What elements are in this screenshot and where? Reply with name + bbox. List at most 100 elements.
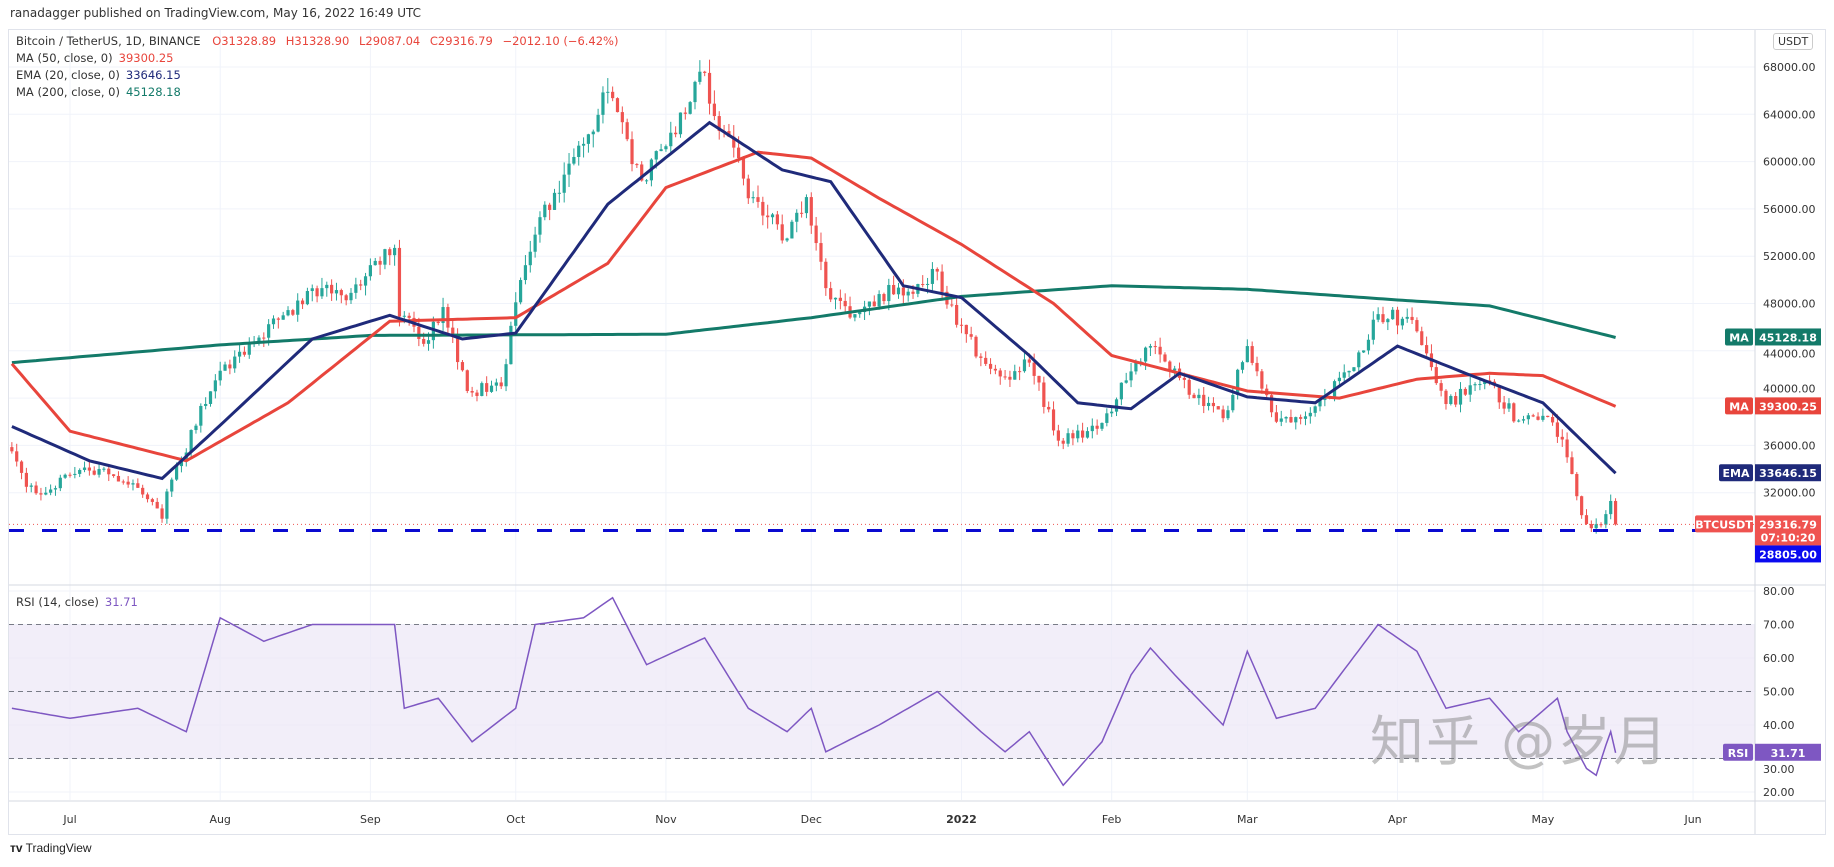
candle-body <box>1095 425 1099 429</box>
candle <box>68 472 72 478</box>
ma200-badge-tag-bg <box>1725 328 1753 346</box>
candle-body <box>1032 362 1036 376</box>
candle <box>218 361 222 386</box>
candle <box>693 80 697 110</box>
publisher-line: ranadagger published on TradingView.com,… <box>10 6 422 20</box>
candle-body <box>1376 314 1380 320</box>
candle-body <box>683 112 687 114</box>
candle-body <box>1255 362 1259 372</box>
rsi-tick-label: 40.00 <box>1763 719 1795 732</box>
candle <box>761 196 765 226</box>
candle-body <box>296 300 300 315</box>
candle <box>1458 382 1463 413</box>
ohlc-open: O31328.89 <box>212 34 277 48</box>
candle-body <box>1313 406 1317 413</box>
candle-body <box>92 470 96 475</box>
candle <box>1168 360 1172 378</box>
time-tick-label: May <box>1532 813 1555 826</box>
ma200-badge-tag: MA <box>1729 331 1749 344</box>
ohlc-high: H31328.90 <box>285 34 350 48</box>
candle-body <box>1231 394 1235 411</box>
candle <box>339 288 343 304</box>
currency-button[interactable]: USDT <box>1773 33 1814 50</box>
candle <box>819 232 823 271</box>
candle-body <box>1555 422 1560 437</box>
candle <box>286 306 290 317</box>
candle <box>378 256 382 275</box>
candle-body <box>44 492 48 495</box>
price-badges: MA 45128.18 MA 39300.25 EMA 33646.15 BTCUSDT 29… <box>1695 328 1821 761</box>
ema20-legend[interactable]: EMA (20, close, 0) 33646.15 <box>16 68 181 82</box>
rsi-legend[interactable]: RSI (14, close) 31.71 <box>16 595 138 609</box>
candle <box>998 368 1002 385</box>
ma50-badge-value-bg <box>1755 397 1821 415</box>
candle-body <box>422 338 426 344</box>
candle <box>407 312 411 326</box>
candle-body <box>892 284 896 295</box>
candle-body <box>1100 422 1104 429</box>
candle-body <box>925 283 930 285</box>
candle-body <box>1226 410 1230 419</box>
candle-body <box>1405 316 1409 319</box>
candle <box>988 358 993 375</box>
last-price-bg <box>1755 515 1821 546</box>
candle <box>649 158 653 187</box>
candle <box>955 296 959 328</box>
candle-body <box>10 447 14 452</box>
candle-body <box>1512 403 1516 422</box>
candle <box>470 386 474 397</box>
candle-body <box>1056 430 1060 441</box>
candle <box>717 111 721 140</box>
candle <box>853 314 857 322</box>
candle <box>165 488 169 524</box>
candle-body <box>1410 316 1414 321</box>
candle-body <box>853 314 857 318</box>
candle <box>320 277 324 299</box>
candle <box>678 112 683 138</box>
ma50-legend[interactable]: MA (50, close, 0) 39300.25 <box>16 51 174 65</box>
candle-body <box>887 284 891 302</box>
time-tick-label: Apr <box>1388 813 1408 826</box>
candle-body <box>1003 376 1007 378</box>
candle <box>586 133 591 153</box>
candle-body <box>150 499 154 502</box>
candle-body <box>107 468 111 475</box>
candle <box>1366 334 1371 355</box>
tradingview-logo[interactable]: ᴛv TradingView <box>10 841 92 855</box>
candle <box>1187 374 1191 399</box>
ma50-label: MA (50, close, 0) <box>16 51 113 65</box>
ma50-line <box>10 150 1617 463</box>
candle-body <box>557 192 561 194</box>
candle-body <box>1076 430 1080 439</box>
candle-body <box>644 180 649 182</box>
candle <box>204 397 208 410</box>
rsi-tick-label: 60.00 <box>1763 652 1795 665</box>
candle <box>1240 360 1245 374</box>
candle-body <box>228 364 232 369</box>
candle-body <box>775 214 779 225</box>
ma200-legend[interactable]: MA (200, close, 0) 45128.18 <box>16 85 181 99</box>
ma200-value: 45128.18 <box>125 85 181 99</box>
candle <box>92 466 96 476</box>
candle <box>1221 405 1225 423</box>
candle <box>349 288 353 304</box>
time-tick-label: 2022 <box>946 813 977 826</box>
candle <box>1517 419 1521 423</box>
candle-body <box>271 318 276 325</box>
candle-body <box>1420 331 1424 346</box>
candle-body <box>543 204 547 218</box>
candle-body <box>1168 361 1172 371</box>
candle-body <box>1047 406 1051 410</box>
candle-body <box>1008 376 1012 380</box>
candle-body <box>678 112 683 135</box>
candle-body <box>174 466 179 480</box>
candle-body <box>456 336 460 363</box>
candle <box>199 403 203 433</box>
candle <box>1110 407 1114 417</box>
candle <box>1395 306 1400 335</box>
support-badge-value: 28805.00 <box>1759 548 1817 561</box>
candle-body <box>732 136 736 148</box>
candle-body <box>499 382 503 387</box>
candle <box>577 141 581 166</box>
